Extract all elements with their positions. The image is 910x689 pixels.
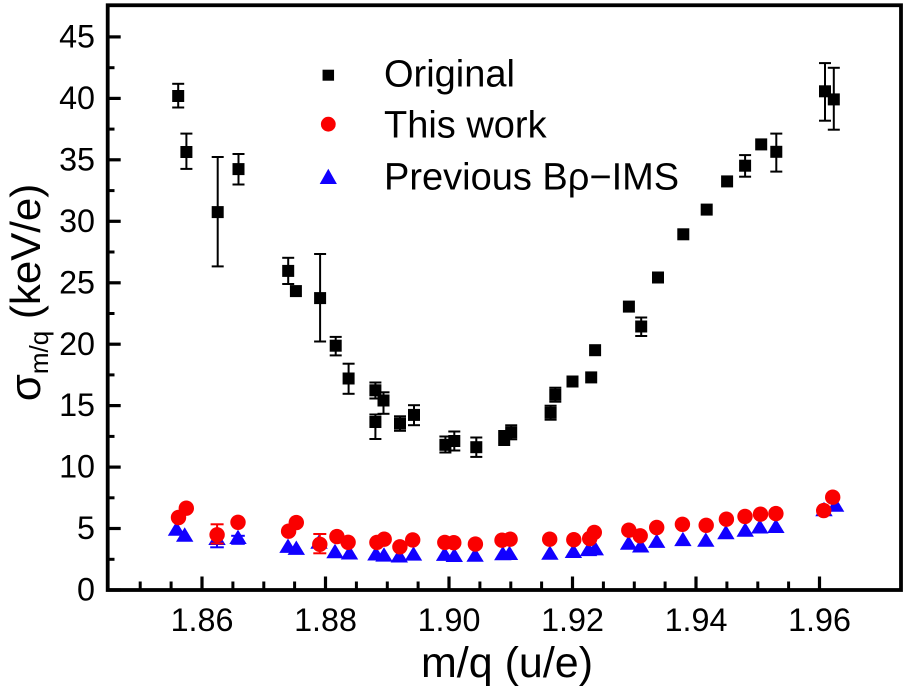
svg-text:Original: Original (384, 54, 515, 96)
svg-text:20: 20 (59, 326, 95, 362)
svg-text:5: 5 (77, 510, 95, 546)
svg-text:15: 15 (59, 387, 95, 423)
svg-text:35: 35 (59, 141, 95, 177)
svg-text:30: 30 (59, 203, 95, 239)
svg-text:1.94: 1.94 (665, 602, 728, 638)
svg-text:1.96: 1.96 (788, 602, 851, 638)
svg-text:σm/q (keV/e): σm/q (keV/e) (1, 184, 54, 402)
svg-text:This work: This work (384, 105, 548, 147)
svg-text:0: 0 (77, 572, 95, 608)
svg-text:25: 25 (59, 264, 95, 300)
svg-text:45: 45 (59, 19, 95, 55)
svg-text:1.86: 1.86 (171, 602, 234, 638)
svg-text:1.88: 1.88 (294, 602, 357, 638)
svg-text:1.92: 1.92 (541, 602, 604, 638)
svg-text:10: 10 (59, 449, 95, 485)
svg-text:1.90: 1.90 (418, 602, 481, 638)
svg-text:m/q (u/e): m/q (u/e) (421, 639, 593, 687)
svg-text:Previous Bρ−IMS: Previous Bρ−IMS (384, 157, 679, 199)
svg-text:40: 40 (59, 80, 95, 116)
